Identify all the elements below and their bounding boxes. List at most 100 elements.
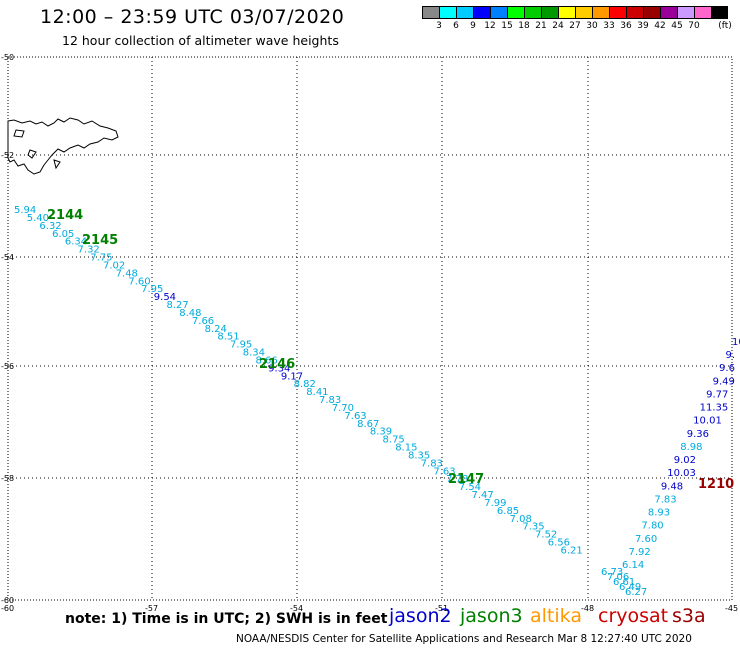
wave-height-value: 8.24 xyxy=(205,324,227,335)
wave-height-value: 6.56 xyxy=(548,538,570,549)
longitude-label: -51 xyxy=(435,604,448,613)
wave-height-value: 10.03 xyxy=(667,468,696,479)
wave-height-value: 9.77 xyxy=(706,389,728,400)
wave-height-value: 8.67 xyxy=(357,419,379,430)
wave-height-value: 7.63 xyxy=(433,466,455,477)
satellite-name-s3a: s3a xyxy=(672,605,706,627)
satellite-name-jason3: jason3 xyxy=(460,605,523,627)
wave-height-value: 8.82 xyxy=(294,379,316,390)
wave-height-value: 11.35 xyxy=(700,403,729,414)
wave-height-value: 6.05 xyxy=(52,229,74,240)
legend-swatch xyxy=(558,6,575,19)
wave-height-value: 7.35 xyxy=(522,522,544,533)
wave-height-value: 7.92 xyxy=(628,547,650,558)
satellite-name-cryosat: cryosat xyxy=(598,605,669,627)
legend-swatch xyxy=(473,6,490,19)
wave-height-value: 7.80 xyxy=(641,521,663,532)
latitude-label: -56 xyxy=(1,362,14,371)
legend-label: 24 xyxy=(552,21,564,31)
wave-height-value: 7.54 xyxy=(459,482,481,493)
legend-label: 30 xyxy=(586,21,598,31)
footer-credit: NOAA/NESDIS Center for Satellite Applica… xyxy=(236,633,692,645)
legend-swatch xyxy=(711,6,728,19)
pass-number-label: 1210 xyxy=(698,477,734,492)
wave-height-value: 7.66 xyxy=(192,316,214,327)
legend-label: 21 xyxy=(535,21,547,31)
legend-swatch xyxy=(609,6,626,19)
legend-label: 6 xyxy=(453,21,459,31)
page-subtitle: 12 hour collection of altimeter wave hei… xyxy=(62,33,339,48)
wave-height-value: 6.27 xyxy=(625,587,647,598)
legend-swatch xyxy=(626,6,643,19)
wave-height-value: 9.49 xyxy=(713,376,735,387)
longitude-label: -60 xyxy=(1,604,14,613)
wave-height-value: 7.83 xyxy=(421,458,443,469)
wave-height-value: 8.93 xyxy=(648,508,670,519)
wave-height-color-legend xyxy=(422,6,728,19)
wave-height-value: 6.21 xyxy=(560,545,582,556)
legend-swatch xyxy=(524,6,541,19)
note-text: note: 1) Time is in UTC; 2) SWH is in fe… xyxy=(65,611,388,627)
legend-swatch xyxy=(677,6,694,19)
longitude-label: -54 xyxy=(290,604,303,613)
wave-height-value: 7.08 xyxy=(510,514,532,525)
legend-label: 42 xyxy=(654,21,666,31)
wave-height-value: 8.34 xyxy=(243,348,265,359)
satellite-name-jason2: jason2 xyxy=(389,605,452,627)
legend-swatch xyxy=(592,6,609,19)
wave-height-value: 9.48 xyxy=(661,481,683,492)
wave-height-value: 9.6 xyxy=(719,363,735,374)
legend-swatch xyxy=(541,6,558,19)
legend-swatch xyxy=(456,6,473,19)
pass-number-label: 2144 xyxy=(47,208,83,223)
wave-height-value: 6.73 xyxy=(601,567,623,578)
wave-height-value: 7.06 xyxy=(607,572,629,583)
latitude-label: -50 xyxy=(1,53,14,62)
pass-number-label: 2145 xyxy=(82,233,118,248)
legend-swatch xyxy=(694,6,711,19)
legend-label: 70 xyxy=(688,21,700,31)
map-frame xyxy=(7,56,733,601)
wave-height-value: 7.83 xyxy=(319,395,341,406)
legend-unit-label: (ft) xyxy=(718,21,732,31)
legend-label: 3 xyxy=(436,21,442,31)
wave-height-value: 6.85 xyxy=(497,506,519,517)
wave-height-value: 7.47 xyxy=(472,490,494,501)
legend-label: 18 xyxy=(518,21,530,31)
wave-height-value: 8.75 xyxy=(383,435,405,446)
wave-height-value: 5.94 xyxy=(14,205,36,216)
legend-swatch xyxy=(490,6,507,19)
wave-height-value: 8.51 xyxy=(217,332,239,343)
latitude-label: -54 xyxy=(1,253,14,262)
wave-height-value: 6.34 xyxy=(65,237,87,248)
legend-label: 45 xyxy=(671,21,683,31)
wave-height-value: 9.36 xyxy=(687,429,709,440)
wave-height-value: 7.60 xyxy=(128,276,150,287)
wave-height-value: 7.32 xyxy=(78,245,100,256)
wave-height-value: 7.83 xyxy=(654,494,676,505)
wave-height-value: 8.15 xyxy=(395,443,417,454)
longitude-label: -57 xyxy=(145,604,158,613)
wave-height-value: 6.49 xyxy=(619,582,641,593)
legend-label: 39 xyxy=(637,21,649,31)
wave-height-value: 8.27 xyxy=(167,300,189,311)
legend-swatch xyxy=(507,6,524,19)
wave-height-value: 8.66 xyxy=(255,355,277,366)
wave-height-legend-labels: 3 6 9 12 15 18 21 24 27 30 33 36 39 42 45 70 (ft) xyxy=(422,21,740,33)
wave-height-value: 7.75 xyxy=(90,253,112,264)
legend-label: 12 xyxy=(484,21,496,31)
wave-height-value: 10.01 xyxy=(693,416,722,427)
legend-swatch xyxy=(660,6,677,19)
longitude-label: -48 xyxy=(581,604,594,613)
wave-height-value: 6.32 xyxy=(39,221,61,232)
legend-label: 33 xyxy=(603,21,615,31)
legend-label: 15 xyxy=(501,21,513,31)
wave-height-value: 8.35 xyxy=(408,450,430,461)
wave-height-value: 5.40 xyxy=(27,213,49,224)
wave-height-value: 7.78 xyxy=(446,474,468,485)
legend-label: 36 xyxy=(620,21,632,31)
wave-height-value: 7.95 xyxy=(141,284,163,295)
legend-swatch xyxy=(439,6,456,19)
